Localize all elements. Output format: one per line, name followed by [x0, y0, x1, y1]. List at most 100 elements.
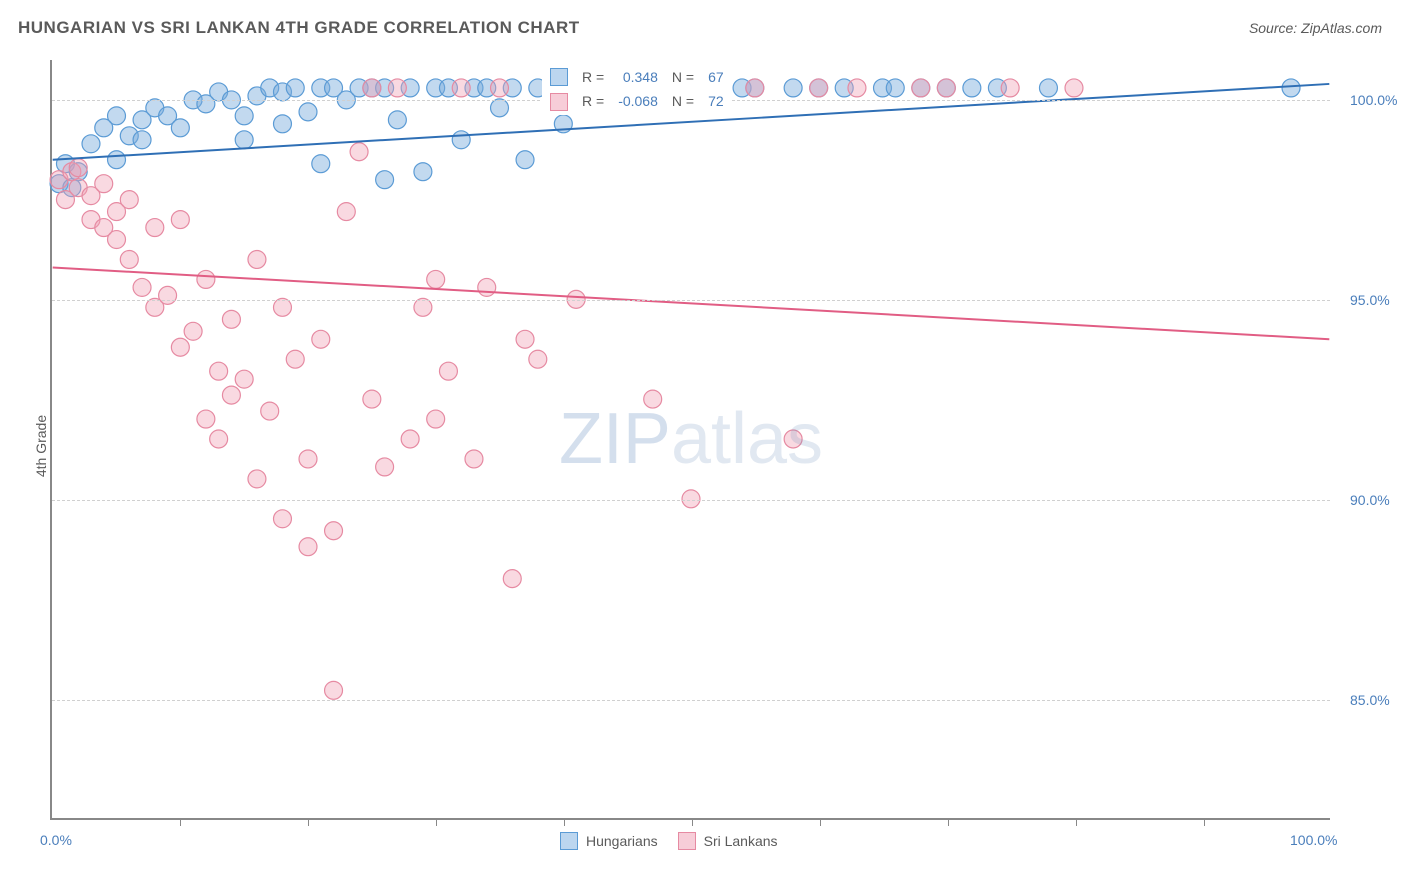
scatter-point — [1282, 79, 1300, 97]
scatter-point — [414, 163, 432, 181]
x-tick — [948, 818, 949, 826]
scatter-point — [784, 430, 802, 448]
scatter-point — [248, 250, 266, 268]
scatter-point — [222, 386, 240, 404]
r-prefix: R = — [582, 69, 604, 85]
chart-title: HUNGARIAN VS SRI LANKAN 4TH GRADE CORREL… — [18, 18, 580, 38]
scatter-point — [299, 538, 317, 556]
scatter-point — [325, 522, 343, 540]
scatter-point — [452, 131, 470, 149]
scatter-point — [529, 350, 547, 368]
n-value-hungarians: 67 — [708, 69, 724, 85]
scatter-point — [248, 470, 266, 488]
scatter-point — [261, 402, 279, 420]
scatter-point — [69, 159, 87, 177]
scatter-point — [108, 151, 126, 169]
scatter-point — [312, 330, 330, 348]
scatter-point — [120, 250, 138, 268]
scatter-point — [235, 107, 253, 125]
y-tick-label: 100.0% — [1350, 92, 1397, 108]
scatter-point — [146, 219, 164, 237]
scatter-point — [478, 278, 496, 296]
scatter-point — [210, 430, 228, 448]
x-tick — [436, 818, 437, 826]
scatter-point — [1065, 79, 1083, 97]
scatter-point — [401, 430, 419, 448]
scatter-point — [312, 155, 330, 173]
scatter-point — [465, 450, 483, 468]
scatter-point — [108, 231, 126, 249]
scatter-point — [363, 390, 381, 408]
scatter-point — [299, 103, 317, 121]
scatter-point — [274, 115, 292, 133]
r-value-hungarians: 0.348 — [623, 69, 658, 85]
legend-correlation-box: R = 0.348 N = 67 R = -0.068 N = 72 — [542, 64, 732, 115]
scatter-point — [95, 175, 113, 193]
legend-bottom: Hungarians Sri Lankans — [560, 832, 778, 850]
scatter-point — [414, 298, 432, 316]
scatter-point — [937, 79, 955, 97]
scatter-point — [363, 79, 381, 97]
scatter-point — [491, 99, 509, 117]
x-axis-max-label: 100.0% — [1290, 832, 1337, 848]
legend-label-srilankans: Sri Lankans — [704, 833, 778, 849]
swatch-srilankans-icon — [550, 93, 568, 111]
gridline — [52, 300, 1330, 301]
scatter-point — [784, 79, 802, 97]
plot-area: ZIPatlas R = 0.348 N = 67 R = -0.068 N =… — [50, 60, 1330, 820]
scatter-point — [325, 681, 343, 699]
r-prefix-2: R = — [582, 93, 604, 109]
scatter-point — [197, 410, 215, 428]
scatter-point — [503, 570, 521, 588]
n-prefix-2: N = — [672, 93, 694, 109]
scatter-point — [184, 322, 202, 340]
scatter-point — [427, 410, 445, 428]
x-tick — [692, 818, 693, 826]
scatter-point — [171, 119, 189, 137]
scatter-point — [516, 151, 534, 169]
x-tick — [1076, 818, 1077, 826]
scatter-point — [388, 79, 406, 97]
scatter-point — [210, 362, 228, 380]
scatter-point — [133, 131, 151, 149]
scatter-point — [452, 79, 470, 97]
gridline — [52, 500, 1330, 501]
x-tick — [180, 818, 181, 826]
swatch-hungarians-bottom-icon — [560, 832, 578, 850]
scatter-point — [963, 79, 981, 97]
scatter-point — [120, 191, 138, 209]
scatter-point — [388, 111, 406, 129]
scatter-point — [274, 510, 292, 528]
legend-item-hungarians: Hungarians — [560, 832, 658, 850]
x-tick — [1204, 818, 1205, 826]
swatch-srilankans-bottom-icon — [678, 832, 696, 850]
scatter-point — [644, 390, 662, 408]
scatter-point — [848, 79, 866, 97]
scatter-point — [427, 270, 445, 288]
scatter-point — [108, 107, 126, 125]
scatter-point — [82, 135, 100, 153]
legend-row-hungarians: R = 0.348 N = 67 — [544, 66, 730, 88]
scatter-point — [350, 143, 368, 161]
scatter-point — [439, 362, 457, 380]
scatter-point — [682, 490, 700, 508]
scatter-point — [299, 450, 317, 468]
gridline — [52, 700, 1330, 701]
source-attribution: Source: ZipAtlas.com — [1249, 20, 1382, 36]
scatter-point — [1001, 79, 1019, 97]
scatter-point — [912, 79, 930, 97]
y-axis-label: 4th Grade — [33, 415, 49, 477]
scatter-point — [886, 79, 904, 97]
y-tick-label: 95.0% — [1350, 292, 1390, 308]
y-tick-label: 85.0% — [1350, 692, 1390, 708]
scatter-point — [171, 211, 189, 229]
x-tick — [820, 818, 821, 826]
scatter-point — [286, 350, 304, 368]
scatter-point — [746, 79, 764, 97]
scatter-point — [286, 79, 304, 97]
scatter-point — [235, 131, 253, 149]
x-tick — [308, 818, 309, 826]
scatter-point — [810, 79, 828, 97]
scatter-point — [159, 286, 177, 304]
x-tick — [564, 818, 565, 826]
